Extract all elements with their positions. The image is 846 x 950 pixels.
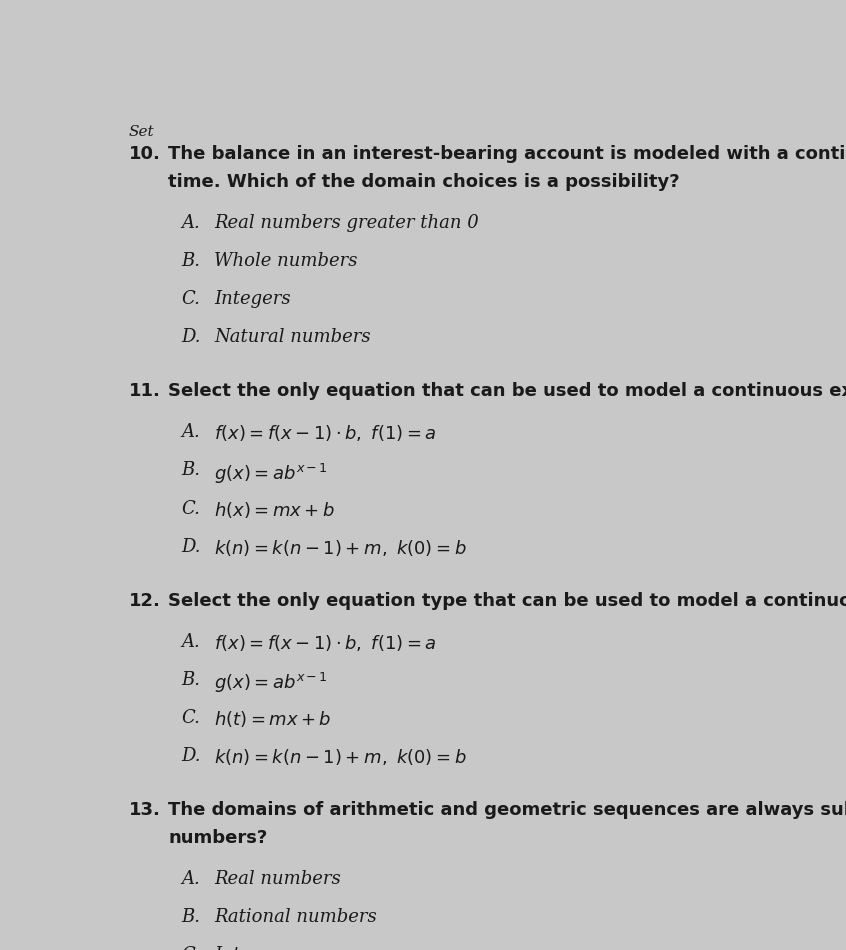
Text: Integers: Integers xyxy=(214,291,290,309)
Text: $f(x) = f(x - 1) \cdot b,\ f(1) = a$: $f(x) = f(x - 1) \cdot b,\ f(1) = a$ xyxy=(214,424,437,444)
Text: C.: C. xyxy=(181,291,200,309)
Text: C.: C. xyxy=(181,945,200,950)
Text: Real numbers greater than 0: Real numbers greater than 0 xyxy=(214,214,479,232)
Text: D.: D. xyxy=(181,538,201,556)
Text: C.: C. xyxy=(181,500,200,518)
Text: Real numbers: Real numbers xyxy=(214,869,341,887)
Text: $k(n) = k(n - 1) + m,\ k(0) = b$: $k(n) = k(n - 1) + m,\ k(0) = b$ xyxy=(214,747,467,767)
Text: 11.: 11. xyxy=(129,383,161,401)
Text: D.: D. xyxy=(181,329,201,347)
Text: 10.: 10. xyxy=(129,145,161,163)
Text: Natural numbers: Natural numbers xyxy=(214,329,371,347)
Text: A.: A. xyxy=(181,633,200,651)
Text: $g(x) = ab^{x-1}$: $g(x) = ab^{x-1}$ xyxy=(214,671,327,694)
Text: A.: A. xyxy=(181,424,200,442)
Text: D.: D. xyxy=(181,747,201,765)
Text: A.: A. xyxy=(181,869,200,887)
Text: $g(x) = ab^{x-1}$: $g(x) = ab^{x-1}$ xyxy=(214,462,327,485)
Text: $f(x) = f(x - 1) \cdot b,\ f(1) = a$: $f(x) = f(x - 1) \cdot b,\ f(1) = a$ xyxy=(214,633,437,653)
Text: B.: B. xyxy=(181,253,201,270)
Text: Set: Set xyxy=(129,125,154,139)
Text: Select the only equation type that can be used to model a continuous linear func: Select the only equation type that can b… xyxy=(168,592,846,610)
Text: 13.: 13. xyxy=(129,801,161,819)
Text: time. Which of the domain choices is a possibility?: time. Which of the domain choices is a p… xyxy=(168,173,679,191)
Text: B.: B. xyxy=(181,671,201,689)
Text: The balance in an interest-bearing account is modeled with a continuous function: The balance in an interest-bearing accou… xyxy=(168,145,846,163)
Text: Select the only equation that can be used to model a continuous exponential func: Select the only equation that can be use… xyxy=(168,383,846,401)
Text: The domains of arithmetic and geometric sequences are always subsets of which se: The domains of arithmetic and geometric … xyxy=(168,801,846,819)
Text: $h(t) = mx + b$: $h(t) = mx + b$ xyxy=(214,709,332,729)
Text: B.: B. xyxy=(181,462,201,480)
Text: 12.: 12. xyxy=(129,592,161,610)
Text: A.: A. xyxy=(181,214,200,232)
Text: Whole numbers: Whole numbers xyxy=(214,253,357,270)
Text: $k(n) = k(n - 1) + m,\ k(0) = b$: $k(n) = k(n - 1) + m,\ k(0) = b$ xyxy=(214,538,467,558)
Text: $h(x) = mx + b$: $h(x) = mx + b$ xyxy=(214,500,335,520)
Text: C.: C. xyxy=(181,709,200,727)
Text: Integers: Integers xyxy=(214,945,290,950)
Text: numbers?: numbers? xyxy=(168,828,267,846)
Text: B.: B. xyxy=(181,907,201,925)
Text: Rational numbers: Rational numbers xyxy=(214,907,376,925)
